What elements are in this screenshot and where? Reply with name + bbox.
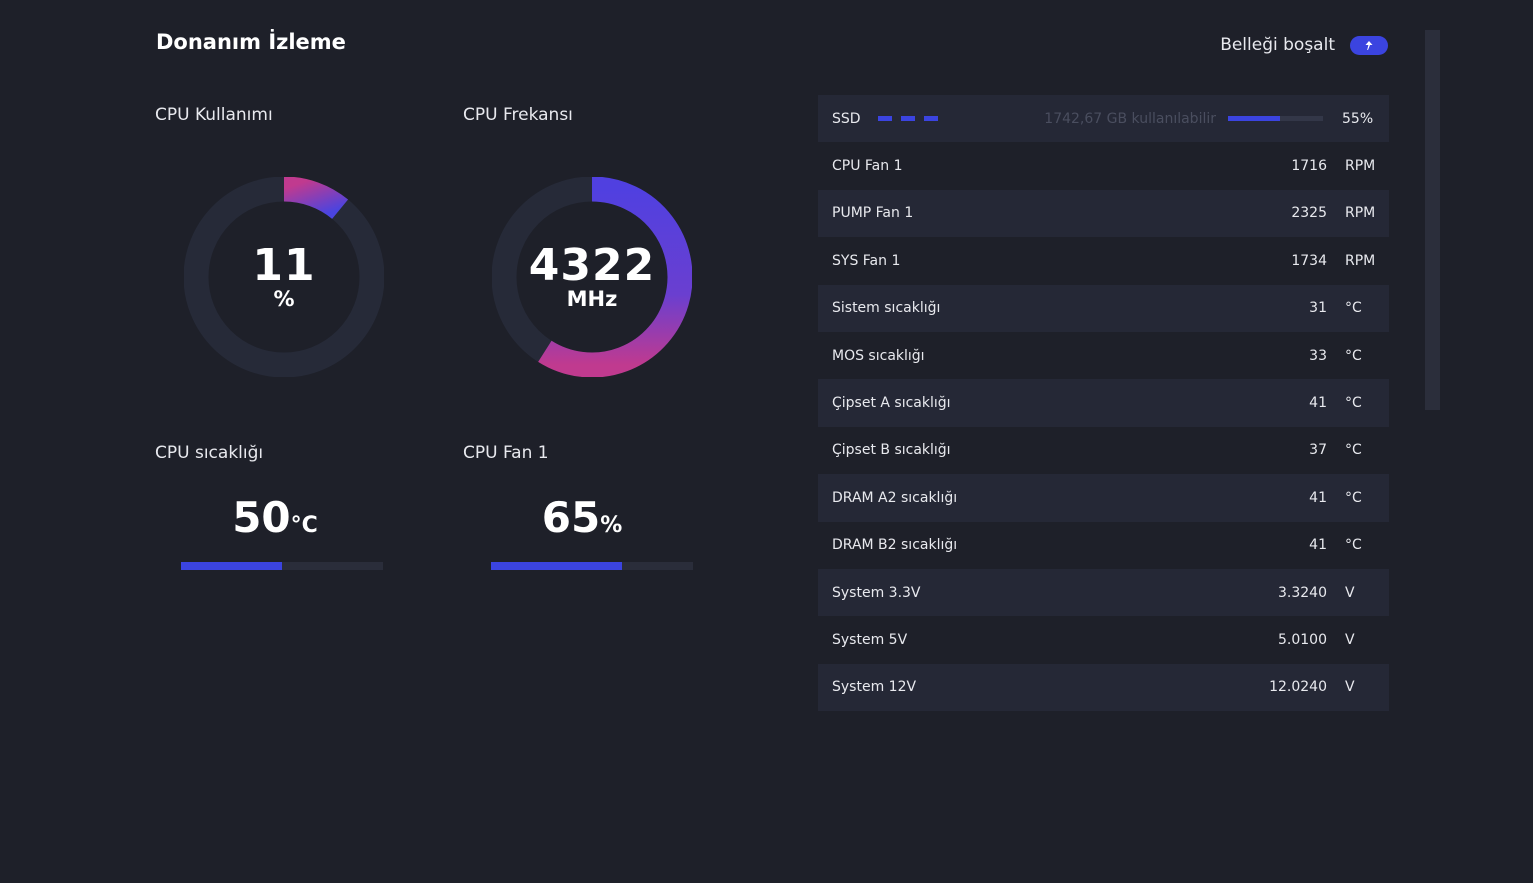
sensor-value: 2325 <box>1291 205 1327 222</box>
scrollbar[interactable] <box>1425 30 1440 410</box>
up-arrow-icon <box>1365 40 1373 50</box>
sensor-row: DRAM A2 sıcaklığı 41 °C <box>818 474 1389 522</box>
sensor-row: Çipset B sıcaklığı 37 °C <box>818 427 1389 474</box>
sensor-value: 5.0100 <box>1278 631 1327 648</box>
cpu-temp-readout: 50°C <box>173 493 377 542</box>
sensor-list: SSD 1742,67 GB kullanılabilir 55% CPU Fa… <box>818 95 1389 712</box>
cpu-temp-label: CPU sıcaklığı <box>155 443 264 463</box>
sensor-name: CPU Fan 1 <box>832 158 903 175</box>
sensor-row: Sistem sıcaklığı 31 °C <box>818 284 1389 332</box>
sensor-unit: °C <box>1345 489 1362 506</box>
ssd-name: SSD <box>832 110 861 127</box>
sensor-name: MOS sıcaklığı <box>832 347 925 364</box>
sensor-value: 1734 <box>1291 252 1327 269</box>
cpu-fan-readout: 65% <box>480 493 684 542</box>
sensor-row: System 5V 5.0100 V <box>818 616 1389 663</box>
sensor-value: 41 <box>1309 489 1327 506</box>
sensor-unit: V <box>1345 631 1355 648</box>
sensor-unit: V <box>1345 679 1355 696</box>
cpu-freq-label: CPU Frekansı <box>463 105 573 125</box>
sensor-name: System 3.3V <box>832 584 921 601</box>
sensor-row: Çipset A sıcaklığı 41 °C <box>818 379 1389 427</box>
sensor-value: 12.0240 <box>1269 679 1327 696</box>
ssd-usage-bar-fill <box>1228 116 1281 121</box>
sensor-value: 37 <box>1309 442 1327 459</box>
ssd-percent: 55% <box>1342 110 1374 127</box>
page-title: Donanım İzleme <box>156 30 346 54</box>
sensor-name: Sistem sıcaklığı <box>832 300 941 317</box>
sensor-value: 1716 <box>1291 158 1327 175</box>
cpu-freq-unit: MHz <box>566 287 618 311</box>
sensor-row: PUMP Fan 1 2325 RPM <box>818 189 1389 238</box>
ssd-available: 1742,67 GB kullanılabilir <box>1044 110 1216 127</box>
cpu-usage-unit: % <box>273 287 295 311</box>
cpu-temp-value: 50 <box>232 493 291 542</box>
cpu-fan-unit: % <box>600 513 623 538</box>
sensor-row: System 12V 12.0240 V <box>818 663 1389 712</box>
sensor-name: PUMP Fan 1 <box>832 205 914 222</box>
cpu-fan-bar <box>491 562 693 570</box>
ssd-dashes <box>878 116 938 121</box>
sensor-row: CPU Fan 1 1716 RPM <box>818 142 1389 189</box>
sensor-unit: °C <box>1345 537 1362 554</box>
sensor-name: SYS Fan 1 <box>832 252 901 269</box>
sensor-unit: RPM <box>1345 252 1376 269</box>
sensor-row: System 3.3V 3.3240 V <box>818 568 1389 617</box>
cpu-fan-bar-fill <box>491 562 623 570</box>
ssd-usage-bar <box>1228 116 1323 121</box>
sensor-value: 33 <box>1309 347 1327 364</box>
cpu-temp-bar-fill <box>181 562 282 570</box>
sensor-name: System 5V <box>832 631 908 648</box>
cpu-usage-label: CPU Kullanımı <box>155 105 273 125</box>
sensor-row: SYS Fan 1 1734 RPM <box>818 237 1389 284</box>
sensor-unit: RPM <box>1345 158 1376 175</box>
cpu-usage-arc <box>283 177 349 220</box>
cpu-freq-value: 4322 <box>528 240 656 291</box>
free-memory-label: Belleği boşalt <box>1220 35 1335 55</box>
cpu-usage-gauge: 11 % <box>184 177 384 377</box>
cpu-freq-arc <box>538 177 692 377</box>
sensor-unit: V <box>1345 584 1355 601</box>
cpu-temp-unit: °C <box>290 513 318 538</box>
sensor-unit: °C <box>1345 300 1362 317</box>
sensor-unit: RPM <box>1345 205 1376 222</box>
sensor-name: Çipset A sıcaklığı <box>832 395 951 412</box>
sensor-unit: °C <box>1345 347 1362 364</box>
sensor-row: MOS sıcaklığı 33 °C <box>818 332 1389 379</box>
sensor-row: DRAM B2 sıcaklığı 41 °C <box>818 522 1389 569</box>
sensor-name: Çipset B sıcaklığı <box>832 442 951 459</box>
cpu-freq-gauge: 4322 MHz <box>492 177 692 377</box>
sensor-value: 41 <box>1309 537 1327 554</box>
cpu-fan-label: CPU Fan 1 <box>463 443 549 463</box>
sensor-unit: °C <box>1345 395 1362 412</box>
cpu-fan-value: 65 <box>541 493 601 542</box>
cpu-usage-value: 11 <box>252 240 316 291</box>
sensor-name: DRAM A2 sıcaklığı <box>832 489 958 506</box>
sensor-value: 41 <box>1309 395 1327 412</box>
ssd-row: SSD 1742,67 GB kullanılabilir 55% <box>818 95 1389 143</box>
sensor-value: 3.3240 <box>1278 584 1327 601</box>
free-memory-control: Belleği boşalt <box>1220 35 1388 55</box>
free-memory-button[interactable] <box>1350 35 1388 55</box>
cpu-temp-bar <box>181 562 383 570</box>
sensor-name: DRAM B2 sıcaklığı <box>832 537 958 554</box>
sensor-value: 31 <box>1309 300 1327 317</box>
sensor-unit: °C <box>1345 442 1362 459</box>
sensor-name: System 12V <box>832 679 917 696</box>
